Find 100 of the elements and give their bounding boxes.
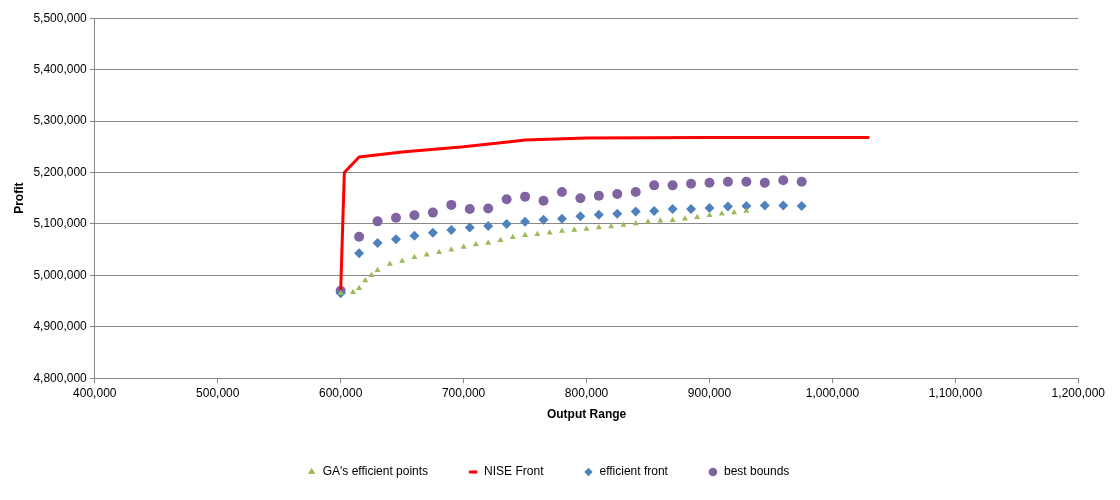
point [593, 209, 604, 220]
point [667, 180, 678, 191]
point [575, 211, 586, 222]
point [483, 203, 494, 214]
point [354, 248, 365, 259]
point [372, 216, 383, 227]
x-tick-label: 1,000,000 [805, 385, 860, 400]
x-tick-label: 700,000 [441, 385, 486, 400]
point [632, 219, 639, 226]
y-tick-label: 5,300,000 [33, 113, 88, 128]
y-tick-label: 5,000,000 [33, 267, 88, 282]
point [464, 222, 475, 233]
point [522, 231, 529, 237]
point [796, 176, 807, 187]
point [620, 221, 627, 227]
point [649, 206, 660, 217]
point [630, 187, 641, 198]
point [612, 208, 623, 219]
point [759, 200, 770, 211]
point [706, 211, 713, 217]
point [501, 218, 512, 229]
point [681, 215, 688, 221]
point [520, 191, 531, 202]
point [686, 178, 697, 189]
point [778, 200, 789, 211]
point [575, 193, 586, 204]
y-tick-label: 5,100,000 [33, 216, 88, 231]
legend-label: efficient front [599, 464, 669, 479]
x-axis-title: Output Range [546, 407, 627, 422]
point [427, 207, 438, 218]
legend-label: GA's efficient points [322, 464, 429, 479]
point [411, 253, 418, 260]
point [704, 202, 715, 213]
legend-label: best bounds [723, 464, 790, 479]
x-tick-label: 1,100,000 [928, 385, 983, 400]
point [534, 230, 541, 236]
point [409, 210, 420, 221]
point [556, 187, 567, 198]
point [509, 233, 516, 240]
point [778, 175, 789, 186]
point [558, 227, 565, 233]
point [612, 189, 623, 200]
point [399, 257, 406, 263]
point [390, 212, 401, 223]
point [667, 204, 678, 214]
point [741, 200, 752, 211]
point [356, 284, 363, 290]
point [520, 216, 531, 227]
point [583, 225, 590, 231]
point [538, 195, 549, 206]
point [704, 177, 715, 188]
point [571, 226, 578, 232]
point [354, 231, 365, 242]
point [694, 213, 701, 219]
point [741, 176, 752, 187]
point [644, 218, 652, 224]
y-tick-label: 5,500,000 [33, 10, 88, 25]
x-tick-label: 600,000 [318, 385, 363, 400]
y-axis-title: Profit [11, 182, 26, 214]
point [630, 206, 641, 217]
point [593, 190, 604, 201]
point [538, 214, 549, 225]
point [464, 204, 475, 214]
x-tick-label: 900,000 [687, 385, 732, 400]
point [657, 217, 664, 223]
point [368, 271, 375, 278]
point [390, 234, 401, 245]
point [743, 207, 750, 213]
point [460, 243, 467, 249]
y-tick-label: 4,900,000 [33, 319, 88, 334]
point [485, 239, 492, 245]
x-tick-label: 400,000 [73, 385, 117, 400]
point [409, 230, 420, 241]
legend-label: NISE Front [484, 464, 545, 479]
point [435, 248, 443, 254]
point [722, 201, 733, 212]
point [686, 204, 697, 214]
point [796, 200, 807, 211]
y-tick-label: 5,200,000 [33, 164, 88, 179]
point [386, 260, 393, 266]
point [423, 251, 430, 257]
point [501, 194, 512, 205]
point [483, 220, 494, 231]
point [372, 237, 383, 248]
point [427, 227, 438, 238]
x-tick-label: 1,200,000 [1051, 385, 1106, 400]
point [362, 276, 369, 283]
point [446, 199, 457, 210]
point [649, 180, 660, 191]
y-tick-label: 5,400,000 [33, 61, 88, 76]
point [446, 225, 457, 236]
point [374, 266, 381, 272]
point [669, 216, 676, 223]
point [759, 177, 770, 188]
y-tick-label: 4,800,000 [33, 370, 88, 385]
point [497, 236, 504, 243]
point [722, 176, 733, 187]
x-tick-label: 500,000 [196, 385, 240, 400]
x-tick-label: 800,000 [564, 385, 609, 400]
point [349, 288, 356, 295]
